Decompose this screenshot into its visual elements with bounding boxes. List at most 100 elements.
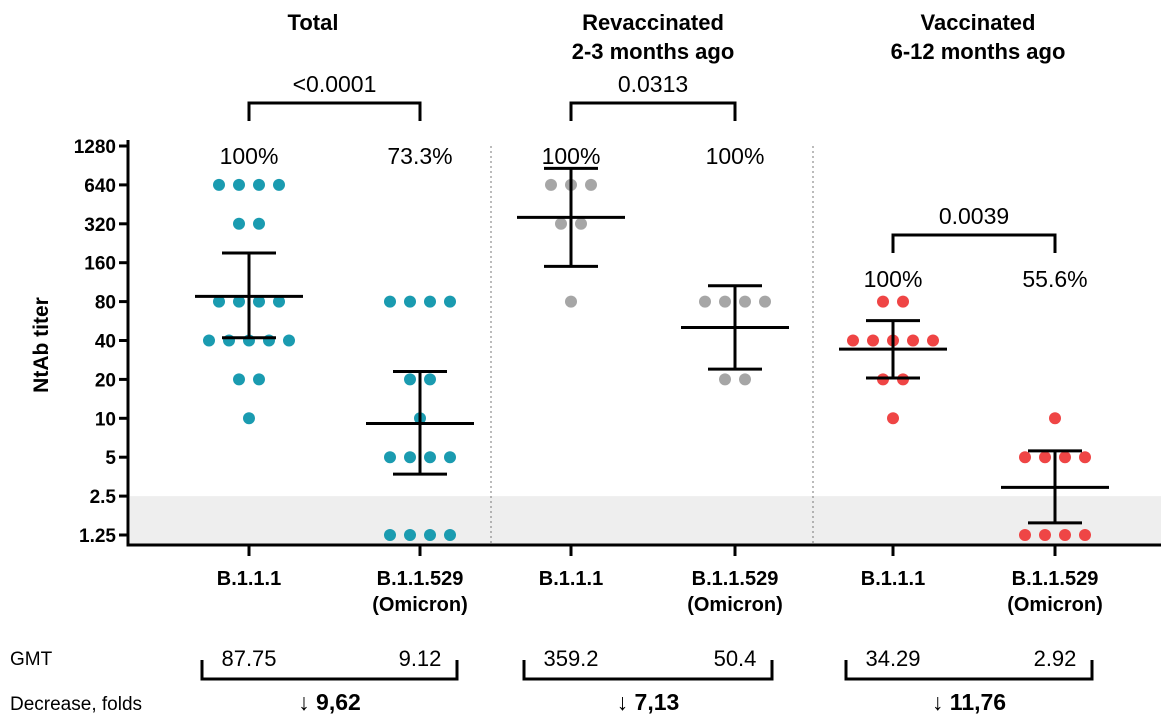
gmt-value: 87.75 <box>221 646 276 671</box>
data-point <box>273 178 285 191</box>
data-point <box>404 529 416 541</box>
significance-bracket <box>891 233 1057 253</box>
data-point <box>719 373 731 386</box>
significance-bracket <box>569 101 737 121</box>
significance-bracket <box>247 101 422 121</box>
p-value: 0.0039 <box>939 203 1009 229</box>
category-label: B.1.1.1 <box>217 568 281 590</box>
data-point <box>233 373 245 386</box>
data-point <box>847 334 859 347</box>
data-point <box>1079 451 1091 464</box>
data-point <box>384 295 396 308</box>
y-tick-label: 640 <box>84 176 116 197</box>
data-point <box>739 295 751 308</box>
category-label: B.1.1.1 <box>861 568 925 590</box>
panel-title: 6-12 months ago <box>891 39 1066 64</box>
data-point <box>213 178 225 191</box>
percent-label: 100% <box>864 266 923 292</box>
p-value: <0.0001 <box>293 71 377 97</box>
data-point <box>444 295 456 308</box>
percent-label: 55.6% <box>1022 266 1087 292</box>
data-point <box>424 295 436 308</box>
fold-bracket <box>200 660 459 681</box>
detection-limit-area <box>130 496 1161 545</box>
fold-decrease: ↓ 7,13 <box>617 689 680 715</box>
y-tick-label: 320 <box>84 215 116 236</box>
data-point <box>877 295 889 308</box>
data-point <box>759 295 771 308</box>
data-point <box>575 217 587 230</box>
data-point <box>739 373 751 386</box>
data-point <box>253 178 265 191</box>
data-point <box>907 334 919 347</box>
y-tick-label: 20 <box>95 370 116 391</box>
data-point <box>233 217 245 230</box>
data-point <box>867 334 879 347</box>
data-point <box>1019 451 1031 464</box>
data-point <box>699 295 711 308</box>
panel-title: Total <box>288 10 339 35</box>
gmt-value: 50.4 <box>714 646 757 671</box>
category-label: (Omicron) <box>687 594 783 616</box>
data-point <box>555 217 567 230</box>
y-tick-label: 1280 <box>74 137 116 158</box>
percent-label: 73.3% <box>387 143 452 169</box>
category-label: (Omicron) <box>1007 594 1103 616</box>
data-point <box>897 295 909 308</box>
category-label: B.1.1.529 <box>692 568 779 590</box>
data-point <box>1049 412 1061 425</box>
p-value: 0.0313 <box>618 71 688 97</box>
data-point <box>887 412 899 425</box>
data-point <box>233 178 245 191</box>
data-point <box>1039 451 1051 464</box>
data-point <box>1059 529 1071 541</box>
percent-label: 100% <box>706 143 765 169</box>
y-tick-label: 80 <box>95 293 116 314</box>
data-point <box>233 295 245 308</box>
fold-decrease: ↓ 11,76 <box>932 689 1006 715</box>
data-point <box>404 451 416 464</box>
data-point <box>273 295 285 308</box>
y-axis-label: NtAb titer <box>30 297 53 393</box>
data-point <box>384 529 396 541</box>
y-tick-label: 40 <box>95 332 116 353</box>
percent-label: 100% <box>542 143 601 169</box>
y-tick-label: 1.25 <box>79 526 116 547</box>
panel-title: Vaccinated <box>921 10 1036 35</box>
fold-row-label: Decrease, folds <box>10 694 142 715</box>
data-point <box>1039 529 1051 541</box>
data-point <box>203 334 215 347</box>
data-point <box>565 295 577 308</box>
y-tick-label: 10 <box>95 409 116 430</box>
data-point <box>927 334 939 347</box>
data-point <box>253 295 265 308</box>
fold-bracket <box>522 660 774 681</box>
y-tick-label: 2.5 <box>90 487 117 508</box>
gmt-value: 9.12 <box>399 646 442 671</box>
gmt-row-label: GMT <box>10 649 53 670</box>
data-point <box>585 178 597 191</box>
percent-label: 100% <box>220 143 279 169</box>
y-tick-label: 5 <box>105 448 116 469</box>
data-point <box>283 334 295 347</box>
gmt-value: 359.2 <box>543 646 598 671</box>
category-label: (Omicron) <box>372 594 468 616</box>
data-point <box>213 295 225 308</box>
gmt-value: 34.29 <box>865 646 920 671</box>
data-point <box>243 412 255 425</box>
data-point <box>253 217 265 230</box>
data-point <box>1079 529 1091 541</box>
data-point <box>424 373 436 386</box>
category-label: B.1.1.529 <box>1012 568 1099 590</box>
data-point <box>424 529 436 541</box>
data-point <box>719 295 731 308</box>
data-point <box>404 295 416 308</box>
data-point <box>1019 529 1031 541</box>
data-point <box>404 373 416 386</box>
data-point <box>545 178 557 191</box>
data-point <box>424 451 436 464</box>
category-label: B.1.1.529 <box>377 568 464 590</box>
gmt-value: 2.92 <box>1034 646 1077 671</box>
data-point <box>444 451 456 464</box>
data-point <box>1059 451 1071 464</box>
